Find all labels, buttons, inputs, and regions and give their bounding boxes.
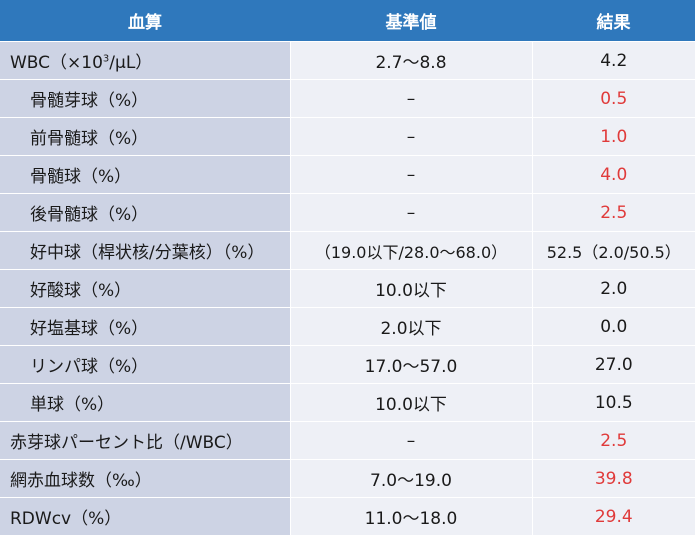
row-label: 後骨髄球（%）: [0, 193, 291, 232]
table-row: 前骨髄球（%） – 1.0: [0, 117, 695, 156]
row-reference: 11.0〜18.0: [290, 497, 533, 536]
row-reference: 17.0〜57.0: [290, 345, 533, 384]
header-result: 結果: [532, 0, 695, 42]
table-row: 好中球（桿状核/分葉核）（%） （19.0以下/28.0〜68.0） 52.5（…: [0, 231, 695, 270]
header-test-name: 血算: [0, 0, 290, 42]
row-result: 39.8: [532, 459, 695, 498]
table-row: 好塩基球（%） 2.0以下 0.0: [0, 307, 695, 346]
table-row: 単球（%） 10.0以下 10.5: [0, 383, 695, 422]
row-reference: –: [290, 421, 533, 460]
wbc-label-exponent: 3: [102, 53, 110, 65]
row-label: 好酸球（%）: [0, 269, 291, 308]
row-result: 52.5（2.0/50.5）: [532, 231, 695, 270]
row-result: 4.0: [532, 155, 695, 194]
table-row: リンパ球（%） 17.0〜57.0 27.0: [0, 345, 695, 384]
row-label: 好中球（桿状核/分葉核）（%）: [0, 231, 291, 270]
row-result: 1.0: [532, 117, 695, 156]
row-reference: 10.0以下: [290, 269, 533, 308]
table-row: 後骨髄球（%） – 2.5: [0, 193, 695, 232]
row-reference: –: [290, 117, 533, 156]
row-label: 前骨髄球（%）: [0, 117, 291, 156]
row-label: WBC（×103/μL）: [0, 41, 291, 80]
table-row: 骨髄球（%） – 4.0: [0, 155, 695, 194]
row-label: 単球（%）: [0, 383, 291, 422]
table-row: 骨髄芽球（%） – 0.5: [0, 79, 695, 118]
row-label: 骨髄球（%）: [0, 155, 291, 194]
table-row-wbc: WBC（×103/μL） 2.7〜8.8 4.2: [0, 41, 695, 80]
row-reference: （19.0以下/28.0〜68.0）: [290, 231, 533, 270]
table-row: 網赤血球数（‰） 7.0〜19.0 39.8: [0, 459, 695, 498]
wbc-label-suffix: /μL）: [109, 53, 153, 73]
table-row: 赤芽球パーセント比（/WBC） – 2.5: [0, 421, 695, 460]
row-result: 0.0: [532, 307, 695, 346]
row-reference: 2.0以下: [290, 307, 533, 346]
row-label: 網赤血球数（‰）: [0, 459, 291, 498]
row-result: 27.0: [532, 345, 695, 384]
row-reference: –: [290, 79, 533, 118]
row-result: 2.5: [532, 193, 695, 232]
row-label: RDWcv（%）: [0, 497, 291, 536]
wbc-label-prefix: WBC（×10: [10, 53, 103, 73]
header-reference-range: 基準値: [290, 0, 532, 42]
row-result: 2.0: [532, 269, 695, 308]
row-label: 骨髄芽球（%）: [0, 79, 291, 118]
row-result: 29.4: [532, 497, 695, 536]
row-result: 4.2: [532, 41, 695, 80]
row-reference: –: [290, 155, 533, 194]
row-result: 2.5: [532, 421, 695, 460]
row-result: 10.5: [532, 383, 695, 422]
row-label: 好塩基球（%）: [0, 307, 291, 346]
row-label: 赤芽球パーセント比（/WBC）: [0, 421, 291, 460]
table-row: RDWcv（%） 11.0〜18.0 29.4: [0, 497, 695, 536]
row-reference: 7.0〜19.0: [290, 459, 533, 498]
header-row: 血算 基準値 結果: [0, 0, 695, 42]
row-reference: –: [290, 193, 533, 232]
row-result: 0.5: [532, 79, 695, 118]
table-row: 好酸球（%） 10.0以下 2.0: [0, 269, 695, 308]
row-reference: 10.0以下: [290, 383, 533, 422]
row-reference: 2.7〜8.8: [290, 41, 533, 80]
row-label: リンパ球（%）: [0, 345, 291, 384]
